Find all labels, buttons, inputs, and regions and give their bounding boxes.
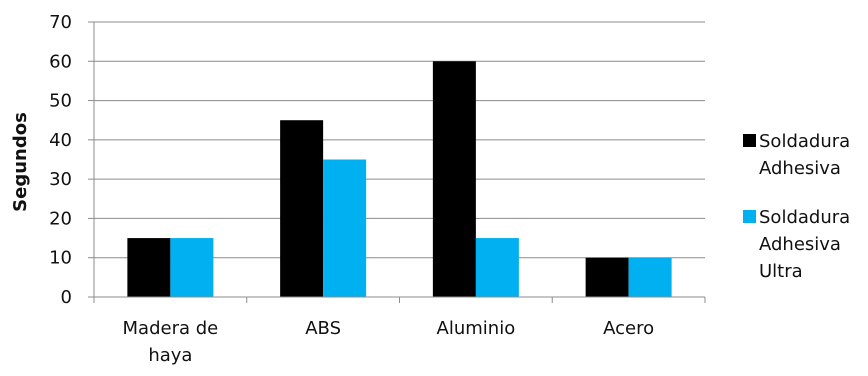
- y-tick-label: 70: [49, 12, 72, 33]
- y-tick-label: 20: [49, 208, 72, 229]
- x-tick-labels: Madera de haya ABS Aluminio Acero: [123, 318, 655, 366]
- y-tick-label: 30: [49, 169, 72, 190]
- grid-lines: [94, 21, 705, 259]
- legend-swatch-2: [743, 210, 756, 223]
- bar-series-1: [280, 120, 324, 297]
- bar-series-2: [475, 238, 519, 297]
- x-tick-label: ABS: [305, 318, 341, 339]
- bar-series-2: [170, 238, 214, 297]
- legend-label-2: Soldadura Adhesiva Ultra: [759, 207, 850, 282]
- x-tick-label: Acero: [603, 318, 654, 339]
- bar-series-1: [432, 61, 476, 298]
- bar-series-1: [585, 257, 629, 297]
- y-tick-label: 40: [49, 130, 72, 151]
- y-axis-label: Segundos: [10, 112, 31, 212]
- bar-series-2: [323, 159, 367, 297]
- y-tick-label: 60: [49, 51, 72, 72]
- axes: [88, 21, 706, 303]
- bars: [127, 61, 672, 298]
- y-tick-label: 10: [49, 248, 72, 269]
- y-tick-labels: 0 10 20 30 40 50 60 70: [49, 12, 72, 308]
- y-tick-label: 50: [49, 91, 72, 112]
- legend: Soldadura Adhesiva Soldadura Adhesiva Ultra: [743, 131, 850, 282]
- x-tick-label: Aluminio: [437, 318, 516, 339]
- legend-swatch-1: [743, 134, 756, 147]
- x-tick-label: Madera de haya: [123, 318, 219, 366]
- bar-series-2: [628, 257, 672, 297]
- legend-label-1: Soldadura Adhesiva: [759, 131, 850, 179]
- y-tick-label: 0: [61, 287, 72, 308]
- bar-series-1: [127, 238, 171, 297]
